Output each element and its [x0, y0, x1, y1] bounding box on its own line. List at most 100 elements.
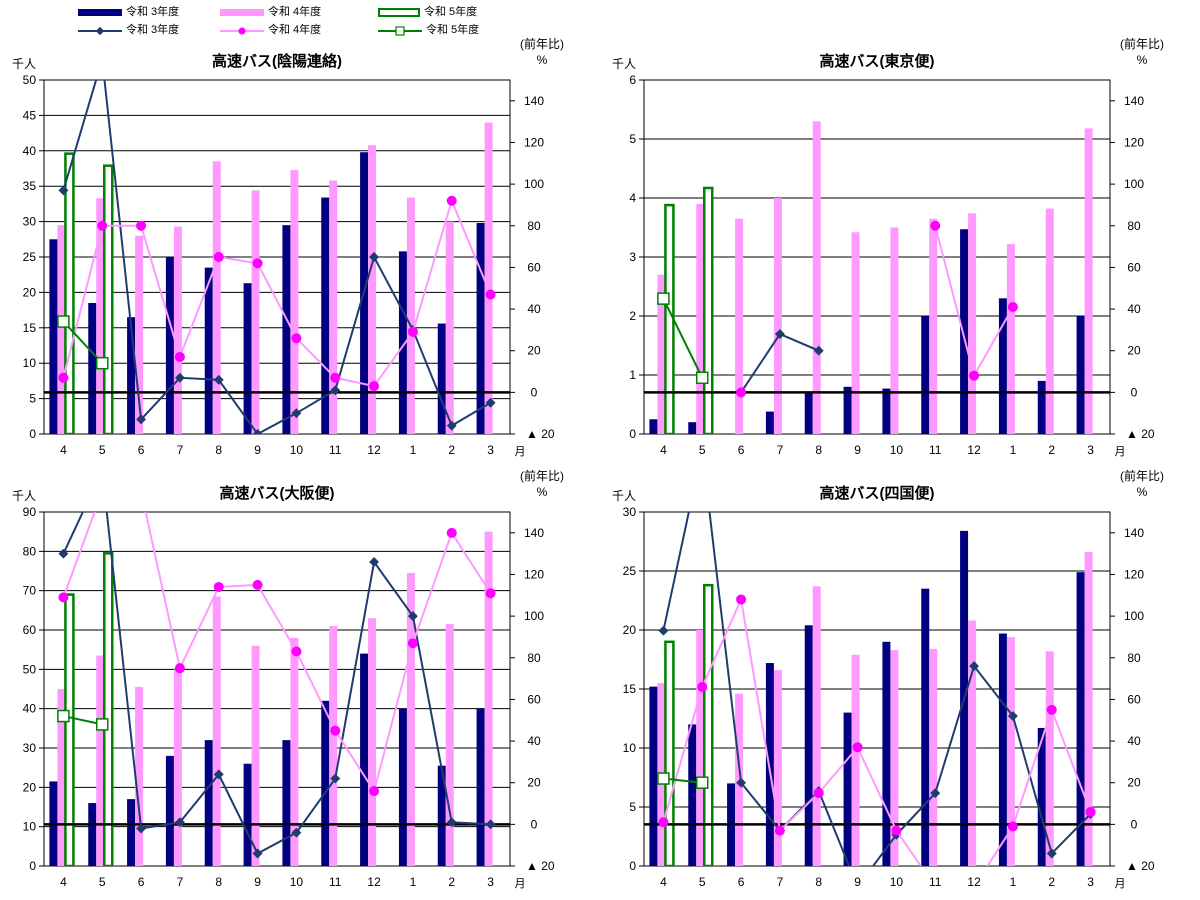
right-axis-caption: (前年比) — [1120, 470, 1164, 483]
x-tick-label: 12 — [967, 443, 981, 457]
x-tick-label: 10 — [290, 875, 304, 889]
point — [252, 429, 263, 434]
x-axis-unit: 月 — [515, 446, 526, 458]
bar — [890, 650, 899, 866]
y2-tick-label: 100 — [1124, 177, 1144, 191]
x-tick-label: 1 — [1010, 875, 1017, 889]
y2-tick-label: 100 — [524, 609, 544, 623]
point — [291, 827, 302, 838]
point — [330, 372, 341, 383]
bar — [49, 239, 58, 434]
right-axis-caption: (前年比) — [520, 38, 564, 51]
bar — [398, 708, 407, 866]
legend-line-r4-label: 令和 4年度 — [268, 24, 322, 36]
y2-tick-label: 60 — [1127, 260, 1141, 274]
point — [446, 817, 457, 828]
y2-tick-label: 140 — [524, 526, 544, 540]
point — [657, 772, 670, 785]
point — [485, 588, 496, 599]
x-tick-label: 4 — [60, 443, 67, 457]
y2-tick-label: 120 — [524, 567, 544, 581]
point — [330, 385, 341, 396]
y-tick-label: 35 — [23, 179, 37, 193]
y2-tick-label: ▲ 20 — [1126, 427, 1155, 441]
bar — [127, 799, 136, 866]
bar — [851, 232, 860, 434]
chart-panel-osaka: 高速バス(大阪便) 千人 (前年比)% 0 10 20 30 40 50 60 70 80 90 ▲ 20… — [0, 470, 580, 900]
bar — [1037, 727, 1046, 866]
point — [136, 823, 147, 834]
point — [96, 718, 109, 731]
legend-line-r5-label: 令和 5年度 — [426, 24, 480, 36]
bar — [103, 552, 114, 866]
point — [97, 220, 108, 231]
y-tick-label: 4 — [629, 191, 636, 205]
x-tick-label: 4 — [660, 443, 667, 457]
point — [446, 195, 457, 206]
y-tick-label: 80 — [23, 544, 37, 558]
bar — [437, 765, 446, 866]
bar — [703, 186, 714, 434]
bar — [212, 161, 221, 434]
point — [213, 252, 224, 262]
bar — [88, 803, 97, 866]
bar — [57, 225, 66, 434]
y-tick-label: 90 — [23, 505, 37, 519]
bar — [406, 572, 415, 866]
point — [736, 387, 747, 398]
y-tick-label: 15 — [23, 321, 37, 335]
legend-line-r5: 令和 5年度 — [378, 24, 479, 37]
y2-tick-label: 100 — [1124, 609, 1144, 623]
bar — [649, 419, 658, 434]
point — [57, 315, 70, 328]
bar — [282, 740, 291, 866]
bar — [243, 763, 252, 866]
y2-tick-label: 60 — [527, 692, 541, 706]
point — [1046, 704, 1057, 715]
bar — [921, 316, 930, 434]
x-tick-label: 6 — [138, 875, 145, 889]
bar — [64, 593, 75, 866]
series-line — [662, 298, 704, 379]
y-tick-label: 70 — [23, 584, 37, 598]
x-tick-label: 10 — [890, 875, 904, 889]
legend-swatch-pink-bar — [220, 9, 264, 16]
point — [213, 769, 224, 780]
bar — [664, 203, 675, 434]
x-tick-label: 3 — [487, 875, 494, 889]
chart-title: 高速バス(大阪便) — [220, 484, 335, 502]
left-axis-unit: 千人 — [12, 489, 36, 503]
x-tick-label: 5 — [699, 875, 706, 889]
bar — [204, 267, 213, 434]
y2-tick-label: 100 — [524, 177, 544, 191]
bar — [843, 386, 852, 434]
chart-panel-tokyo: 高速バス(東京便) 千人 (前年比)% 0 1 2 3 4 5 6 ▲ 20 0 20 40 60 80 100… — [600, 38, 1180, 468]
y-tick-label: 60 — [23, 623, 37, 637]
bar — [173, 669, 182, 866]
x-tick-label: 12 — [967, 875, 981, 889]
y-tick-label: 25 — [23, 250, 37, 264]
series-line — [62, 80, 492, 434]
bar — [165, 257, 174, 434]
left-axis-unit: 千人 — [612, 57, 636, 71]
x-tick-label: 11 — [929, 875, 942, 889]
y2-tick-label: 20 — [1127, 344, 1141, 358]
y2-tick-label: ▲ 20 — [526, 427, 555, 441]
legend-line-r3: 令和 3年度 — [78, 24, 179, 37]
bar — [368, 145, 377, 434]
legend-swatch-navy-line — [78, 26, 122, 35]
bar — [968, 620, 977, 866]
bar — [1045, 651, 1054, 866]
point — [213, 581, 224, 592]
legend-line-r4: 令和 4年度 — [220, 24, 321, 37]
bar — [804, 392, 813, 434]
x-tick-label: 1 — [410, 443, 417, 457]
y-tick-label: 5 — [629, 132, 636, 146]
y-tick-label: 10 — [23, 356, 37, 370]
y-tick-label: 5 — [29, 392, 36, 406]
x-tick-label: 2 — [1048, 875, 1055, 889]
bar — [437, 323, 446, 434]
right-axis-unit: % — [537, 485, 548, 499]
point — [736, 594, 747, 605]
series-line — [662, 596, 1092, 866]
